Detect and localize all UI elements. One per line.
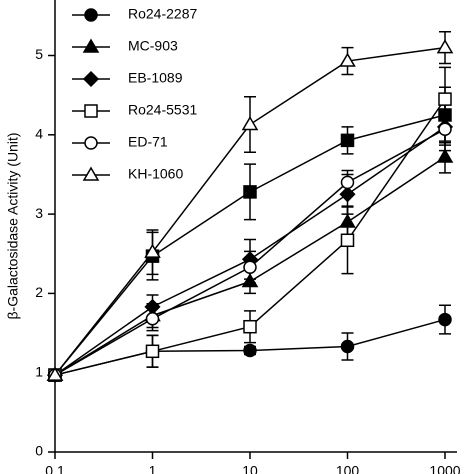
legend-label: Ro24-5531 (128, 102, 197, 118)
y-tick-label: 2 (35, 284, 43, 300)
x-tick-label: 0.1 (45, 463, 65, 474)
marker (340, 339, 355, 354)
marker (243, 319, 257, 334)
legend-label: Ro24-2287 (128, 6, 197, 22)
marker (438, 92, 452, 106)
x-tick-label: 100 (336, 463, 360, 474)
x-tick-label: 1000 (429, 463, 460, 474)
marker (243, 260, 257, 274)
legend-label: EB-1089 (128, 70, 183, 86)
marker (436, 39, 454, 54)
marker (241, 116, 259, 131)
y-tick-label: 4 (35, 126, 43, 142)
marker (82, 70, 100, 88)
marker (144, 243, 161, 258)
marker (340, 133, 355, 148)
marker (243, 185, 257, 199)
y-tick-label: 1 (35, 363, 43, 379)
marker (84, 104, 98, 118)
y-tick-label: 0 (35, 443, 43, 459)
marker (82, 38, 100, 53)
marker (438, 122, 452, 137)
marker (84, 8, 98, 22)
x-tick-label: 10 (242, 463, 258, 474)
marker (145, 312, 160, 326)
marker (243, 343, 257, 358)
marker (84, 136, 98, 150)
legend-label: MC-903 (128, 38, 178, 54)
y-tick-label: 3 (35, 205, 43, 221)
marker (438, 312, 452, 327)
legend-label: ED-71 (128, 134, 168, 150)
marker (340, 233, 355, 248)
legend-label: KH-1060 (128, 166, 183, 182)
marker (340, 175, 355, 190)
marker (46, 366, 64, 381)
y-axis-label: β-Galactosidase Activity (Unit) (5, 133, 21, 320)
x-tick-label: 1 (149, 463, 157, 474)
marker (82, 166, 100, 181)
marker (145, 344, 160, 359)
y-tick-label: 5 (35, 46, 43, 62)
marker (436, 148, 454, 163)
marker (339, 52, 356, 67)
